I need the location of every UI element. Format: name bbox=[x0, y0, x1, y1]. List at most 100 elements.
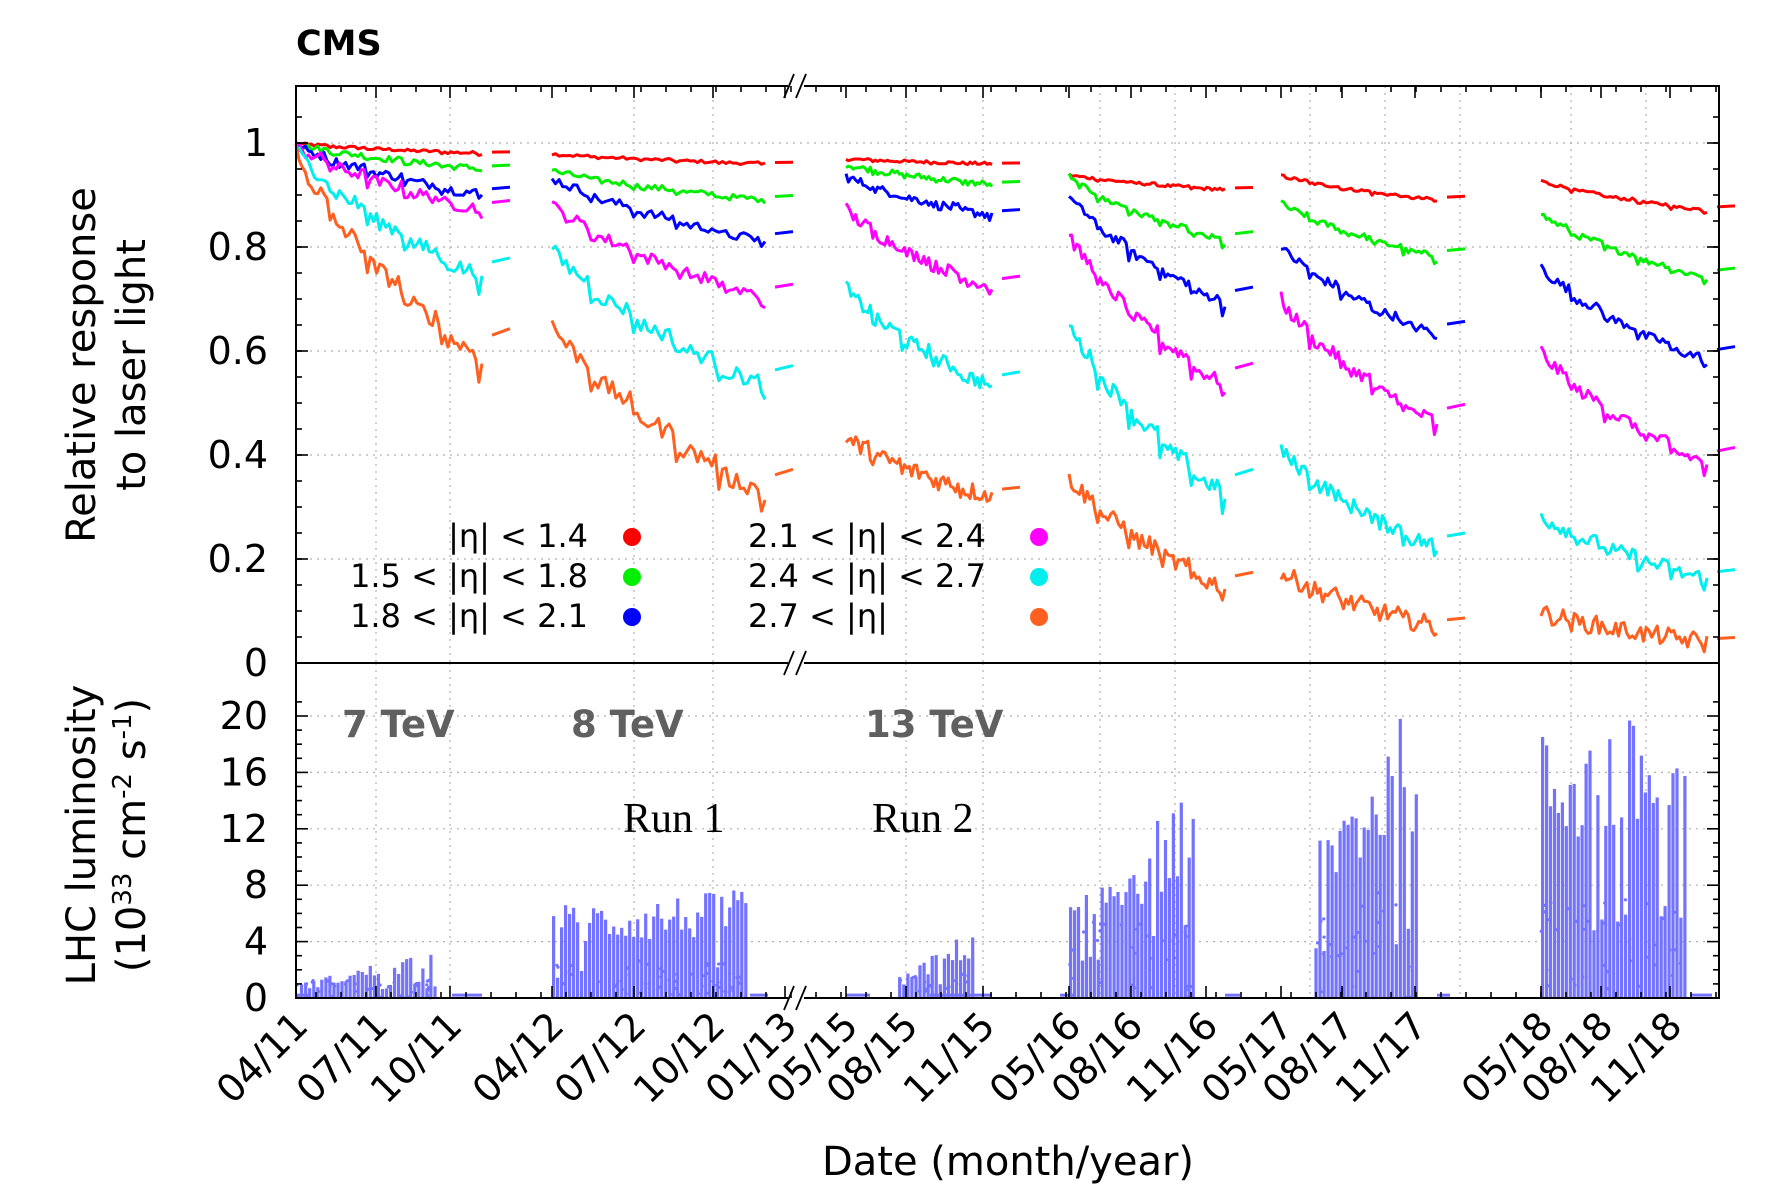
luminosity-point bbox=[1606, 970, 1610, 974]
luminosity-bar bbox=[728, 907, 732, 998]
luminosity-point bbox=[330, 982, 334, 986]
energy-label-8tev: 8 TeV bbox=[571, 703, 684, 746]
luminosity-bar bbox=[1628, 720, 1632, 998]
luminosity-point bbox=[310, 980, 314, 984]
luminosity-point bbox=[626, 966, 630, 970]
x-tick-label: 04/12 bbox=[464, 1003, 573, 1112]
luminosity-bar bbox=[1655, 797, 1659, 998]
luminosity-bar bbox=[401, 962, 405, 998]
series-3-period-2016 bbox=[1068, 195, 1227, 318]
luminosity-point bbox=[1569, 977, 1573, 981]
luminosity-bar bbox=[664, 929, 668, 998]
series-4-period-2016 bbox=[1068, 233, 1227, 397]
series-5 bbox=[295, 146, 1736, 592]
run-label-1: Run 1 bbox=[623, 796, 725, 842]
luminosity-point bbox=[1645, 955, 1649, 959]
luminosity-data bbox=[295, 718, 1712, 1000]
luminosity-bar bbox=[967, 958, 971, 998]
luminosity-point bbox=[702, 974, 707, 978]
luminosity-bar bbox=[910, 976, 914, 998]
luminosity-bar bbox=[1124, 892, 1128, 998]
luminosity-point bbox=[1394, 903, 1398, 907]
legend-marker-4 bbox=[1030, 528, 1048, 546]
series-2-period-2011 bbox=[295, 143, 483, 173]
y-tick-label: 0.2 bbox=[208, 537, 268, 581]
luminosity-period-2012 bbox=[552, 890, 748, 998]
series-2-recovery-2017 bbox=[1446, 247, 1466, 253]
luminosity-bar bbox=[696, 912, 700, 998]
luminosity-point bbox=[911, 975, 915, 979]
luminosity-bar bbox=[704, 893, 708, 998]
luminosity-bar bbox=[1370, 796, 1374, 998]
luminosity-point bbox=[624, 973, 628, 977]
luminosity-bar bbox=[1140, 903, 1144, 998]
luminosity-period-2017 bbox=[1314, 718, 1418, 1000]
legend: |η| < 1.4 1.5 < |η| < 1.8 1.8 < |η| < 2.… bbox=[350, 517, 1048, 635]
luminosity-point bbox=[1095, 938, 1100, 943]
luminosity-bar bbox=[946, 953, 950, 998]
luminosity-bar bbox=[716, 967, 720, 998]
luminosity-point bbox=[1552, 901, 1556, 905]
luminosity-point bbox=[371, 987, 375, 991]
luminosity-bar bbox=[628, 920, 632, 998]
y-tick-label: 0.6 bbox=[208, 329, 268, 373]
luminosity-point bbox=[947, 985, 951, 989]
lower-ylabel-line1: LHC luminosity bbox=[59, 685, 105, 986]
luminosity-point bbox=[1148, 935, 1152, 940]
legend-label-3: 1.8 < |η| < 2.1 bbox=[350, 597, 588, 635]
luminosity-bar bbox=[1604, 825, 1608, 998]
luminosity-point bbox=[1603, 901, 1607, 905]
luminosity-bar bbox=[1175, 876, 1179, 998]
luminosity-point bbox=[355, 989, 359, 993]
series-4 bbox=[295, 141, 1736, 478]
luminosity-point bbox=[1602, 921, 1606, 925]
luminosity-point bbox=[965, 980, 970, 984]
luminosity-bar bbox=[608, 934, 612, 998]
luminosity-bar bbox=[906, 973, 910, 998]
luminosity-point bbox=[1646, 902, 1650, 906]
luminosity-point bbox=[1543, 910, 1547, 914]
luminosity-point bbox=[647, 986, 652, 990]
luminosity-bar bbox=[1108, 886, 1112, 998]
luminosity-bar bbox=[308, 988, 312, 998]
luminosity-bar bbox=[1552, 788, 1557, 998]
luminosity-bar bbox=[732, 890, 736, 998]
luminosity-bar bbox=[914, 977, 918, 998]
luminosity-bar bbox=[376, 973, 380, 998]
series-2-recovery-2015 bbox=[1001, 179, 1021, 184]
series-1-period-2016 bbox=[1067, 172, 1226, 192]
luminosity-bar bbox=[1128, 878, 1132, 998]
luminosity-bar bbox=[1410, 831, 1414, 998]
luminosity-bar bbox=[1568, 784, 1572, 998]
luminosity-bar bbox=[388, 985, 393, 998]
luminosity-bar bbox=[405, 959, 409, 998]
luminosity-point bbox=[562, 982, 566, 986]
luminosity-bar bbox=[568, 914, 572, 998]
luminosity-point bbox=[1189, 985, 1194, 989]
luminosity-point bbox=[569, 963, 574, 968]
luminosity-point bbox=[1574, 919, 1578, 923]
series-6-period-2011 bbox=[294, 143, 484, 384]
luminosity-point bbox=[1371, 951, 1375, 956]
luminosity-bar bbox=[1635, 818, 1640, 998]
series-3-recovery-2016 bbox=[1234, 285, 1254, 292]
legend-label-6: 2.7 < |η| bbox=[748, 597, 888, 635]
luminosity-point bbox=[556, 965, 560, 969]
series-1 bbox=[295, 141, 1736, 215]
luminosity-point bbox=[1071, 976, 1076, 981]
luminosity-bar bbox=[604, 919, 608, 998]
luminosity-bar bbox=[1548, 806, 1553, 998]
luminosity-point bbox=[926, 983, 930, 987]
y-tick-label: 16 bbox=[220, 750, 268, 794]
luminosity-bar bbox=[1132, 875, 1136, 998]
luminosity-bar bbox=[1092, 914, 1096, 998]
luminosity-bar bbox=[1406, 928, 1410, 998]
luminosity-point bbox=[728, 971, 732, 976]
luminosity-bar bbox=[1667, 805, 1671, 998]
series-6 bbox=[294, 143, 1736, 654]
luminosity-bar bbox=[1084, 895, 1088, 998]
luminosity-bar bbox=[1152, 936, 1156, 998]
luminosity-point bbox=[1377, 891, 1381, 895]
luminosity-bar bbox=[963, 955, 967, 998]
legend-marker-5 bbox=[1030, 568, 1048, 586]
